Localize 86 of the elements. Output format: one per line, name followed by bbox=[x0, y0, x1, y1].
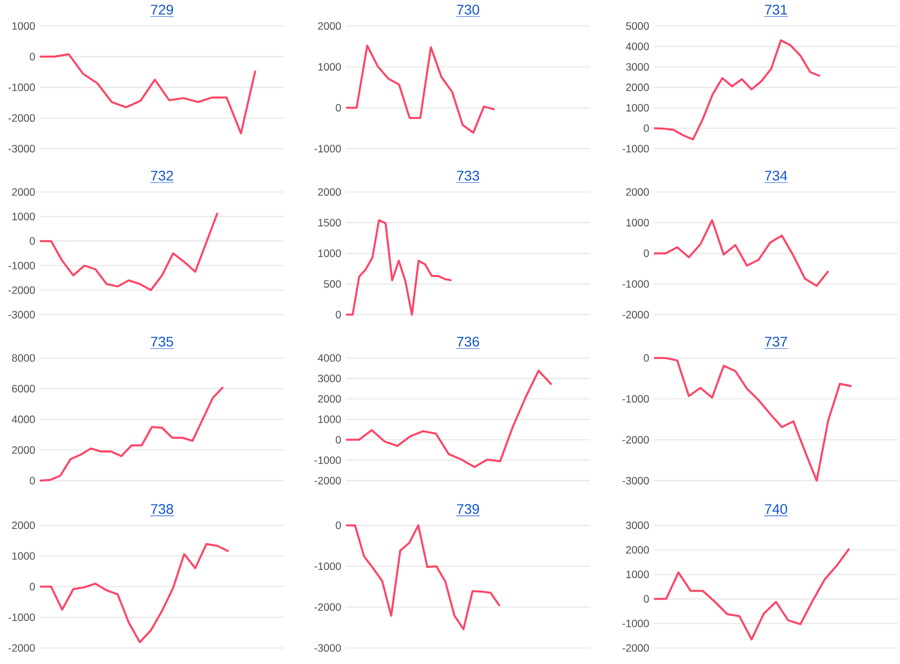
y-tick-label: 1000 bbox=[12, 212, 35, 220]
y-tick-label: -3000 bbox=[314, 644, 341, 652]
y-tick-label: 2000 bbox=[318, 188, 341, 196]
y-tick-label: 0 bbox=[30, 52, 35, 60]
y-tick-label: -1000 bbox=[8, 614, 35, 622]
y-tick-label: 1000 bbox=[12, 22, 35, 30]
y-tick-label: 4000 bbox=[12, 416, 35, 424]
line-series bbox=[653, 356, 853, 482]
y-tick-label: -1000 bbox=[622, 395, 649, 403]
y-tick-label: 3000 bbox=[626, 63, 649, 71]
line-series bbox=[345, 370, 552, 468]
y-tick-label: -2000 bbox=[314, 603, 341, 611]
y-tick-label: 1000 bbox=[318, 250, 341, 258]
y-tick-label: 3000 bbox=[626, 522, 649, 530]
y-tick-label: 2000 bbox=[12, 188, 35, 196]
y-tick-label: 0 bbox=[644, 595, 649, 603]
y-tick-label: 6000 bbox=[12, 384, 35, 392]
y-tick-label: 2000 bbox=[626, 84, 649, 92]
y-tick-label: 1000 bbox=[318, 416, 341, 424]
y-tick-label: -1000 bbox=[8, 262, 35, 270]
y-tick-label: 2000 bbox=[626, 188, 649, 196]
line-series bbox=[39, 543, 230, 644]
y-tick-label: 2000 bbox=[12, 522, 35, 530]
line-series bbox=[653, 219, 830, 287]
y-tick-label: 1000 bbox=[626, 570, 649, 578]
y-tick-label: -3000 bbox=[8, 310, 35, 318]
y-tick-label: -1000 bbox=[8, 84, 35, 92]
line-series bbox=[653, 39, 821, 140]
y-tick-label: 1000 bbox=[318, 63, 341, 71]
y-tick-label: 0 bbox=[336, 522, 341, 530]
y-tick-label: -1000 bbox=[622, 280, 649, 288]
y-tick-label: 4000 bbox=[318, 354, 341, 362]
chart-title: 739 bbox=[457, 504, 479, 514]
y-tick-label: 0 bbox=[30, 237, 35, 245]
y-tick-label: 2000 bbox=[626, 546, 649, 554]
chart-title: 732 bbox=[151, 170, 173, 181]
y-tick-label: 0 bbox=[644, 354, 649, 362]
line-series bbox=[39, 53, 256, 134]
y-tick-label: -3000 bbox=[622, 476, 649, 484]
y-tick-label: 8000 bbox=[12, 354, 35, 362]
y-tick-label: 0 bbox=[30, 476, 35, 484]
y-tick-label: -1000 bbox=[314, 562, 341, 570]
chart-title: 740 bbox=[765, 504, 788, 514]
y-tick-label: 0 bbox=[336, 310, 341, 318]
y-tick-label: -1000 bbox=[314, 144, 341, 152]
y-tick-label: -2000 bbox=[8, 644, 35, 652]
y-tick-label: 1000 bbox=[626, 218, 649, 226]
line-series bbox=[653, 548, 850, 640]
chart-title: 734 bbox=[765, 170, 788, 181]
y-tick-label: 4000 bbox=[626, 42, 649, 50]
y-tick-label: -2000 bbox=[622, 644, 649, 652]
y-tick-label: -3000 bbox=[8, 144, 35, 152]
y-tick-label: 3000 bbox=[318, 374, 341, 382]
y-tick-label: 0 bbox=[336, 436, 341, 444]
chart-title: 729 bbox=[151, 4, 174, 15]
y-tick-label: 0 bbox=[30, 582, 35, 590]
y-tick-label: -2000 bbox=[622, 310, 649, 318]
chart-title: 738 bbox=[151, 504, 174, 514]
y-tick-label: 5000 bbox=[626, 22, 649, 30]
chart-title: 731 bbox=[765, 4, 787, 15]
y-tick-label: 0 bbox=[644, 250, 649, 258]
y-tick-label: 500 bbox=[324, 280, 341, 288]
line-series bbox=[39, 212, 218, 292]
line-series bbox=[345, 44, 496, 134]
y-tick-label: 1000 bbox=[12, 552, 35, 560]
y-tick-label: 0 bbox=[336, 104, 341, 112]
y-tick-label: -2000 bbox=[622, 436, 649, 444]
line-series bbox=[345, 524, 501, 630]
y-tick-label: 2000 bbox=[318, 22, 341, 30]
y-tick-label: 2000 bbox=[12, 446, 35, 454]
y-tick-label: -1000 bbox=[314, 456, 341, 464]
chart-title: 737 bbox=[765, 336, 787, 347]
y-tick-label: -2000 bbox=[8, 114, 35, 122]
y-tick-label: 1000 bbox=[626, 104, 649, 112]
y-tick-label: -1000 bbox=[622, 620, 649, 628]
y-tick-label: 1500 bbox=[318, 218, 341, 226]
y-tick-label: 2000 bbox=[318, 395, 341, 403]
y-tick-label: -2000 bbox=[314, 476, 341, 484]
line-series bbox=[345, 219, 453, 316]
chart-title: 733 bbox=[457, 170, 480, 181]
y-tick-label: -2000 bbox=[8, 286, 35, 294]
y-tick-label: -1000 bbox=[622, 144, 649, 152]
y-tick-label: 0 bbox=[644, 124, 649, 132]
chart-title: 735 bbox=[151, 336, 174, 347]
chart-title: 736 bbox=[457, 336, 480, 347]
chart-title: 730 bbox=[457, 4, 480, 15]
